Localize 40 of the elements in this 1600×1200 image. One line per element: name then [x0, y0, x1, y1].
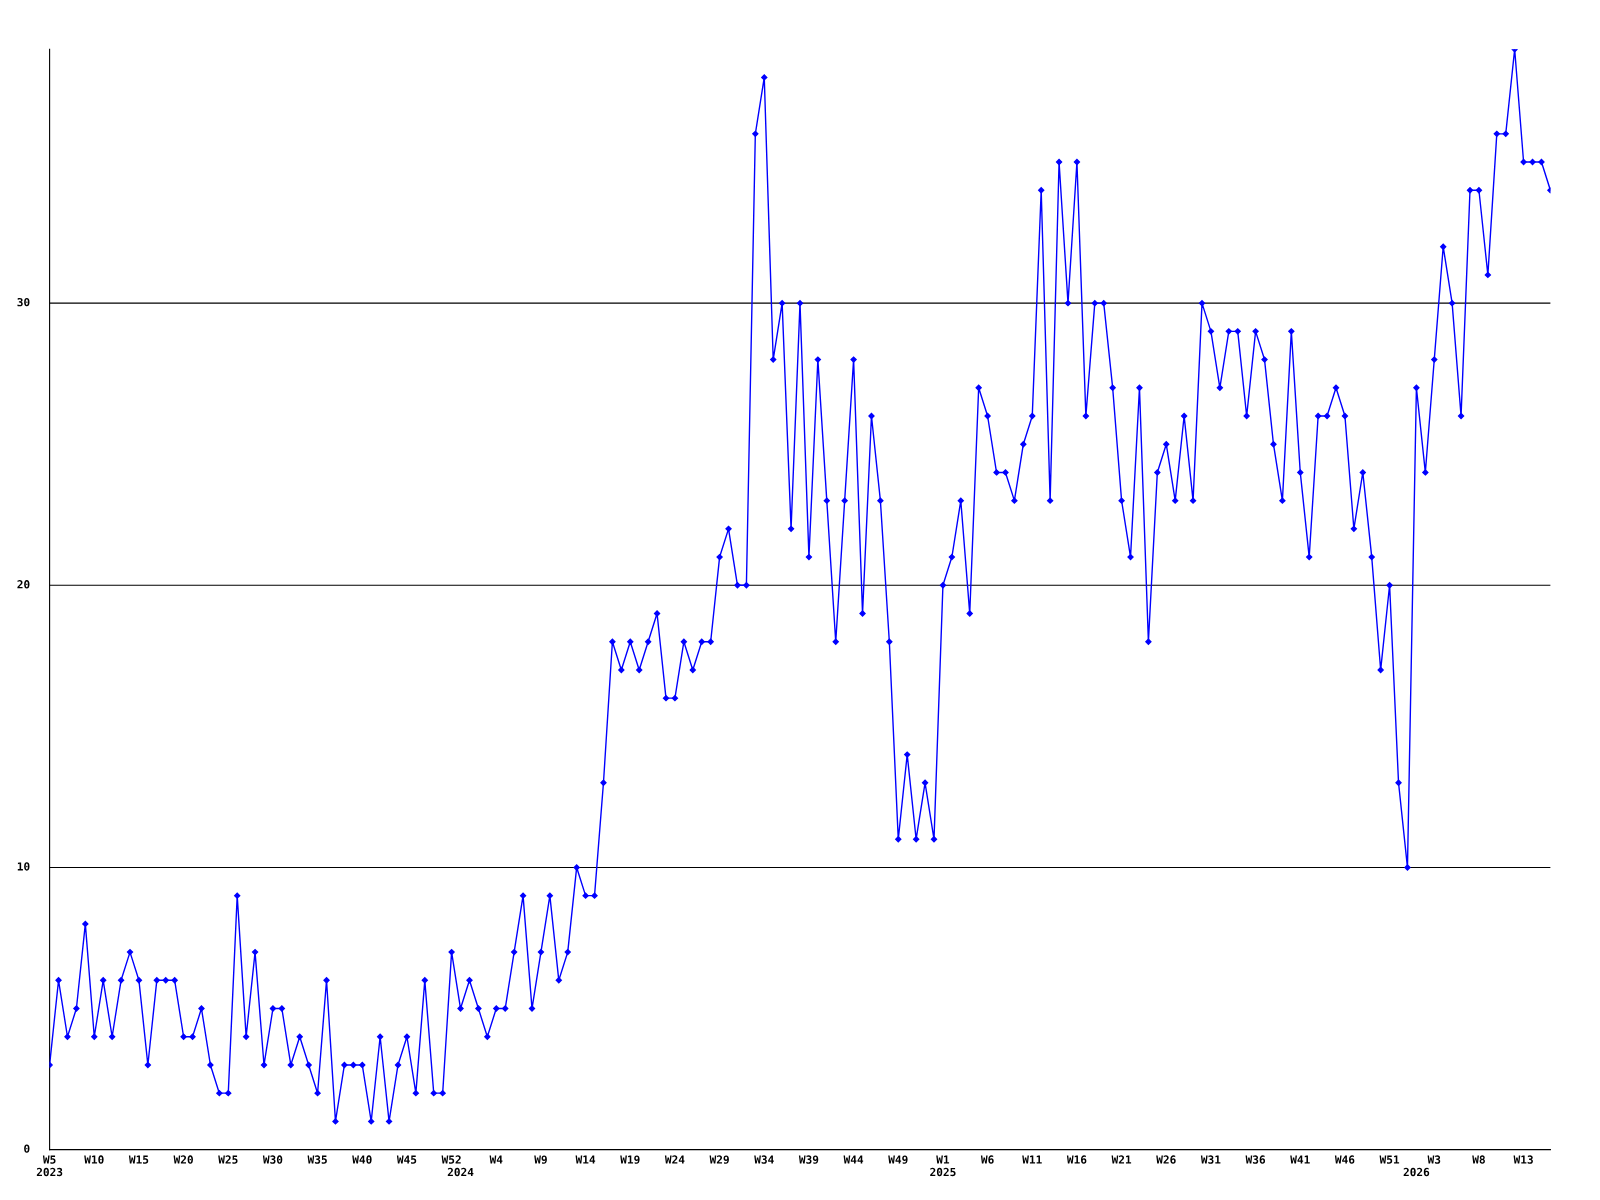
x-tick-label: W3: [1427, 1155, 1441, 1164]
x-tick-label: W29: [709, 1155, 729, 1164]
x-tick-label: 2026: [1403, 1167, 1430, 1177]
x-tick-label: W4: [489, 1155, 503, 1164]
x-tick-label: W26: [1156, 1155, 1176, 1164]
x-tick-label: W8: [1472, 1155, 1485, 1164]
x-tick-label: W25: [218, 1155, 238, 1164]
x-tick-label: W11: [1022, 1155, 1042, 1164]
x-tick-label: W10: [84, 1155, 104, 1164]
x-tick-label: W39: [798, 1155, 819, 1164]
x-tick-label: W34: [754, 1155, 774, 1164]
x-tick-label: W24: [664, 1155, 685, 1164]
x-tick-label: W51: [1379, 1155, 1400, 1164]
x-tick-label: W19: [620, 1155, 640, 1164]
x-tick-label: W45: [396, 1155, 417, 1164]
x-tick-label: W14: [575, 1155, 596, 1164]
x-tick-label: W36: [1245, 1155, 1266, 1164]
x-tick-label: W44: [843, 1155, 864, 1164]
y-tick-label: 30: [17, 297, 30, 307]
x-tick-label: W16: [1066, 1155, 1087, 1164]
x-tick-label: W49: [888, 1155, 908, 1164]
x-tick-label: W5 2023: [36, 1155, 63, 1177]
x-tick-label: W46: [1334, 1155, 1355, 1164]
x-tick-label: W20: [173, 1155, 193, 1164]
x-tick-label: W21: [1111, 1155, 1132, 1164]
x-tick-label: W15: [128, 1155, 149, 1164]
x-tick-label: W40: [352, 1155, 372, 1164]
x-tick-label: W6: [980, 1155, 994, 1164]
x-tick-label: 2024: [447, 1167, 474, 1177]
x-tick-label: W52: [441, 1155, 461, 1164]
x-tick-label: W41: [1290, 1155, 1310, 1164]
y-tick-label: 10: [17, 862, 30, 871]
x-tick-label: W30: [262, 1155, 283, 1164]
y-tick-label: 0: [24, 1144, 30, 1153]
x-tick-label: W1 2025: [930, 1155, 956, 1177]
x-tick-label: W9: [534, 1155, 547, 1164]
y-tick-label: 20: [17, 580, 30, 589]
x-tick-label: W31: [1200, 1155, 1221, 1164]
x-tick-label: W13: [1513, 1155, 1533, 1164]
x-tick-label: W35: [307, 1155, 327, 1164]
